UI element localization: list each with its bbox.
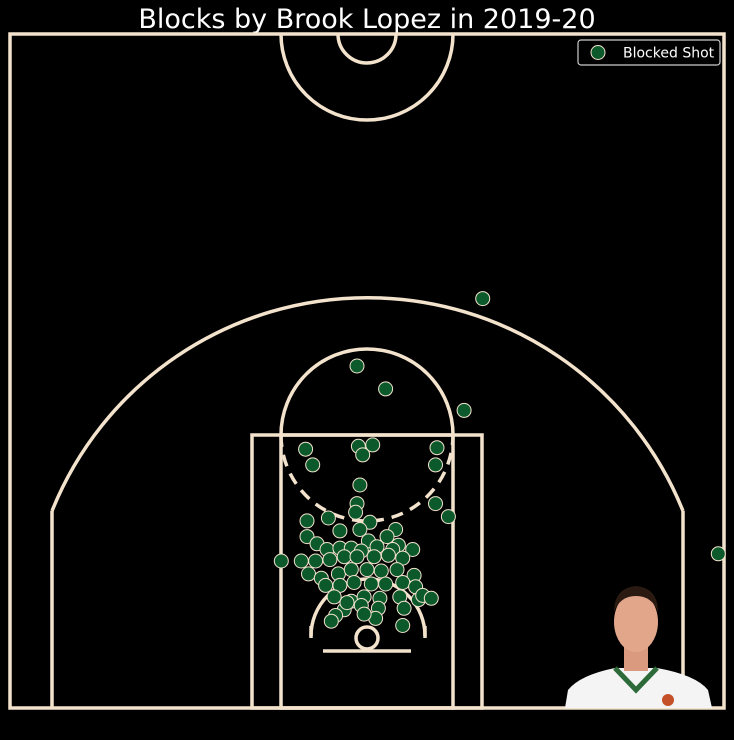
blocked-shot-point <box>349 549 365 565</box>
blocked-shot-point <box>395 618 411 633</box>
free-throw-top-arc <box>279 347 455 436</box>
blocked-shot-point <box>298 441 314 457</box>
legend-frame <box>577 39 721 66</box>
blocked-shot-point <box>326 589 342 605</box>
blocked-shot-point <box>373 563 389 579</box>
scatter-points <box>273 291 726 633</box>
blocked-shot-point <box>363 576 379 592</box>
blocked-shot-point <box>320 510 336 526</box>
blocked-shot-point <box>710 546 726 562</box>
three-point-arc <box>50 296 685 512</box>
blocked-shot-point <box>428 457 443 473</box>
blocked-shot-point <box>366 549 382 565</box>
blocked-shot-point <box>389 562 405 578</box>
blocked-shot-point <box>396 600 412 616</box>
jersey-collar <box>613 666 659 694</box>
blocked-shot-point <box>322 552 338 568</box>
player-hair <box>614 586 658 612</box>
blocked-shot-point <box>293 553 309 569</box>
free-throw-bottom-arc-dashed <box>279 434 455 523</box>
blocked-shot-point <box>355 447 371 463</box>
blocked-shot-point <box>336 549 352 565</box>
blocked-shot-point <box>299 513 315 529</box>
blocked-shot-point <box>352 477 368 493</box>
blocked-shot-point <box>349 358 365 374</box>
blocked-shot-point <box>378 576 394 592</box>
blocked-shot-point <box>456 402 472 418</box>
blocked-shot-point <box>308 553 324 569</box>
center-circle-inner <box>336 33 398 65</box>
blocked-shot-point <box>380 547 396 563</box>
chart-title: Blocks by Brook Lopez in 2019-20 <box>138 4 595 35</box>
blocked-shot-point <box>305 457 321 473</box>
blocked-shot-point <box>339 595 355 611</box>
blocked-shot-point <box>395 575 411 590</box>
player-face <box>614 592 658 652</box>
blocked-shot-point <box>423 590 439 606</box>
blocked-shot-point <box>379 529 395 545</box>
blocked-shot-point <box>405 542 421 557</box>
blocked-shot-point <box>359 562 375 578</box>
blocked-shot-point <box>475 291 491 307</box>
blocked-shot-point <box>273 553 289 569</box>
legend: Blocked Shot <box>577 39 721 66</box>
center-circle-outer <box>279 33 455 122</box>
rim <box>354 625 380 651</box>
blocked-shot-point <box>323 613 339 629</box>
blocked-shot-point <box>440 509 456 525</box>
blocked-shot-point <box>356 606 372 622</box>
inner-paint-box <box>279 433 455 710</box>
legend-label: Blocked Shot <box>623 46 715 62</box>
blocked-shot-point <box>365 437 381 453</box>
blocked-shot-point <box>318 577 334 593</box>
blocked-shot-point <box>332 523 348 539</box>
blocked-shot-point <box>428 496 443 512</box>
blocked-shot-point <box>343 562 359 578</box>
blocked-shot-point <box>378 381 394 397</box>
blocked-shot-point <box>352 522 368 537</box>
blocked-shot-point <box>301 566 316 582</box>
blocked-shot-point <box>429 440 445 456</box>
legend-marker <box>590 45 606 60</box>
jersey-patch <box>662 694 674 706</box>
blocked-shot-point <box>348 504 364 520</box>
player-photo <box>565 586 712 708</box>
blocked-shot-point <box>346 575 362 590</box>
